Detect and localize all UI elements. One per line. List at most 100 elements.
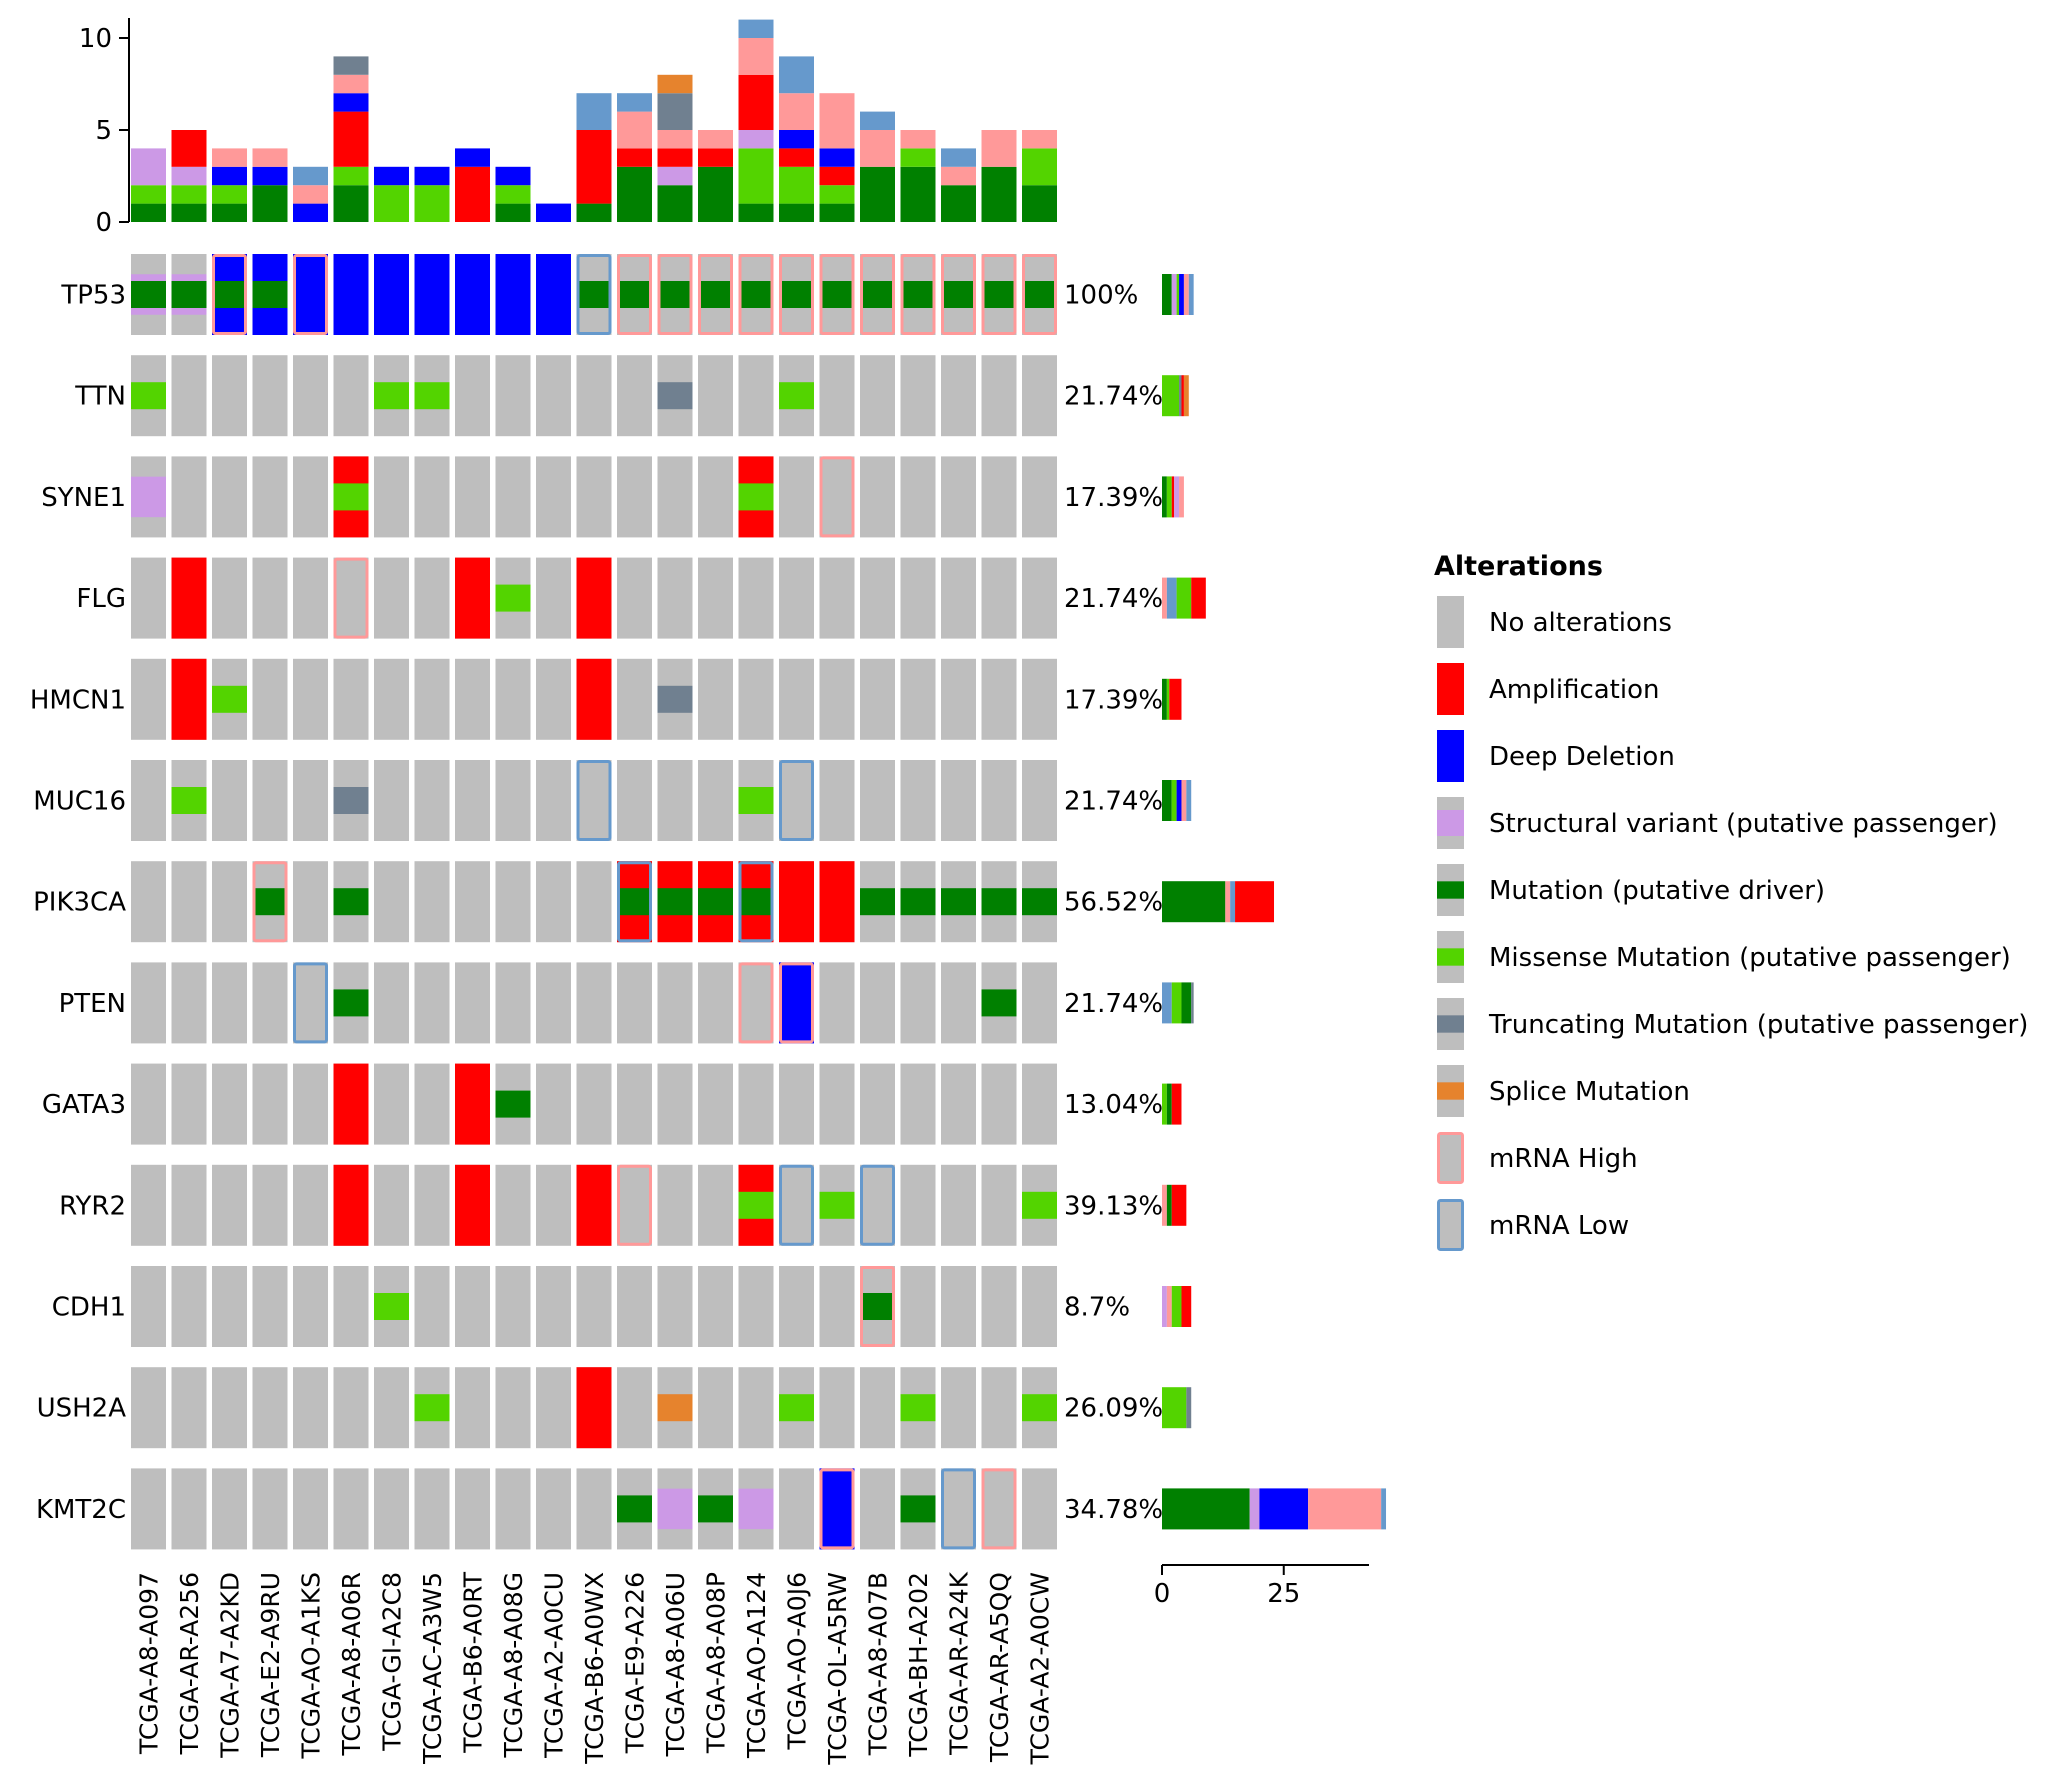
oncoprint-cell <box>212 962 247 1044</box>
mutation-mark <box>981 989 1017 1017</box>
side-bar-segment <box>1162 982 1172 1024</box>
mrna-outline <box>212 254 247 335</box>
top-bar-segment <box>1022 185 1057 222</box>
oncoprint-cell <box>536 1468 571 1550</box>
oncoprint-cell <box>576 1063 612 1145</box>
legend-label: No alterations <box>1489 608 1672 638</box>
top-bar-segment <box>941 185 976 222</box>
oncoprint-cell <box>212 861 247 943</box>
oncoprint-cell <box>617 962 652 1044</box>
sample-label: TCGA-E2-A9RU <box>256 1572 285 1758</box>
oncoprint-cell <box>779 1266 814 1347</box>
oncoprint-cell <box>212 760 247 841</box>
mutation-mark <box>212 685 247 713</box>
oncoprint-cell <box>617 1367 652 1449</box>
oncoprint-cell <box>617 658 652 740</box>
gene-label: TP53 <box>60 281 126 311</box>
mrna-outline <box>860 1266 895 1347</box>
top-bar-segment <box>455 148 490 167</box>
oncoprint-cell <box>576 1266 612 1347</box>
top-bar-segment <box>779 148 814 167</box>
side-bar-segment <box>1174 476 1180 518</box>
sv-mark <box>738 1488 774 1530</box>
oncoprint-cell <box>252 1266 288 1347</box>
oncoprint-cell <box>941 760 976 841</box>
top-bar-segment <box>617 111 652 149</box>
top-bar-segment <box>860 111 895 130</box>
oncoprint-cell <box>981 1164 1017 1246</box>
legend-label: Splice Mutation <box>1489 1077 1690 1107</box>
sample-label: TCGA-A8-A08P <box>702 1572 731 1754</box>
mrna-outline <box>252 861 288 943</box>
gene-label: MUC16 <box>33 787 126 817</box>
mutation-mark <box>900 1394 936 1422</box>
mutation-mark <box>779 1394 814 1422</box>
mrna-outline <box>738 861 774 943</box>
oncoprint-cell <box>941 1367 976 1449</box>
oncoprint-cell <box>252 962 288 1044</box>
oncoprint-cell <box>171 1164 207 1246</box>
sample-label: TCGA-B6-A0WX <box>580 1572 609 1765</box>
mrna-outline <box>617 254 652 335</box>
oncoprint-cell <box>779 1164 814 1246</box>
legend-swatch-mark <box>1437 1082 1464 1100</box>
side-bar-segment <box>1191 982 1194 1024</box>
side-bar-segment <box>1176 780 1182 821</box>
mrna-outline <box>779 1164 814 1246</box>
oncoprint-cell <box>576 1468 612 1550</box>
mutation-mark <box>576 281 612 308</box>
oncoprint-cell <box>171 962 207 1044</box>
oncoprint-cell <box>414 557 450 639</box>
top-bar-segment <box>131 203 166 222</box>
top-bar-axis: 0 5 10 <box>79 18 130 238</box>
gene-label: SYNE1 <box>41 483 126 513</box>
sample-label: TCGA-A8-A07B <box>864 1572 893 1756</box>
sample-label: TCGA-AC-A3W5 <box>418 1572 447 1765</box>
side-bar-segment <box>1191 577 1206 619</box>
oncoprint-cell <box>252 760 288 841</box>
cna-mark <box>576 1164 612 1246</box>
oncoprint-cell <box>1022 355 1057 437</box>
oncoprint-cell <box>333 1468 369 1550</box>
top-bars <box>131 19 1057 222</box>
top-bar-segment <box>779 130 814 149</box>
oncoprint-cell <box>495 355 531 437</box>
oncoprint-cell <box>941 1266 976 1347</box>
oncoprint-cell <box>941 658 976 740</box>
oncoprint-cell <box>1022 962 1057 1044</box>
oncoprint-cell <box>293 456 328 538</box>
mutation-mark <box>657 382 693 410</box>
oncoprint-cell <box>819 1266 855 1347</box>
mutation-mark <box>171 281 207 308</box>
top-bar-segment <box>941 166 976 186</box>
oncoprint-cell <box>819 658 855 740</box>
mutation-mark <box>617 1495 652 1523</box>
oncoprint-cell <box>981 557 1017 639</box>
mutation-mark <box>819 1191 855 1219</box>
oncoprint-cell <box>293 760 328 841</box>
top-bar-segment <box>212 185 247 204</box>
oncoprint-cell <box>981 1468 1017 1550</box>
cna-mark <box>333 1164 369 1246</box>
cna-mark <box>455 557 490 639</box>
oncoprint-cell <box>576 355 612 437</box>
oncoprint-cell <box>414 760 450 841</box>
oncoprint-cell <box>698 1266 733 1347</box>
top-bar-segment <box>455 166 490 222</box>
legend-title: Alterations <box>1434 551 1603 582</box>
oncoprint-cell <box>455 1468 490 1550</box>
mrna-outline <box>576 760 612 841</box>
oncoprint-cell <box>212 1266 247 1347</box>
oncoprint-cell <box>374 1063 409 1145</box>
oncoprint-cell <box>212 1063 247 1145</box>
oncoprint-cell <box>981 658 1017 740</box>
oncoprint-cell <box>293 1468 328 1550</box>
oncoprint-cell <box>536 861 571 943</box>
oncoprint-cell <box>860 355 895 437</box>
gene-percentages: 100% 21.74% 17.39% 21.74% 17.39% 21.74% 56.52%… <box>1064 281 1163 1525</box>
side-bar-segment <box>1166 1083 1172 1125</box>
oncoprint-cell <box>536 962 571 1044</box>
oncoprint-cell <box>1022 1063 1057 1145</box>
top-bar-segment <box>171 130 207 167</box>
mutation-mark <box>819 281 855 308</box>
